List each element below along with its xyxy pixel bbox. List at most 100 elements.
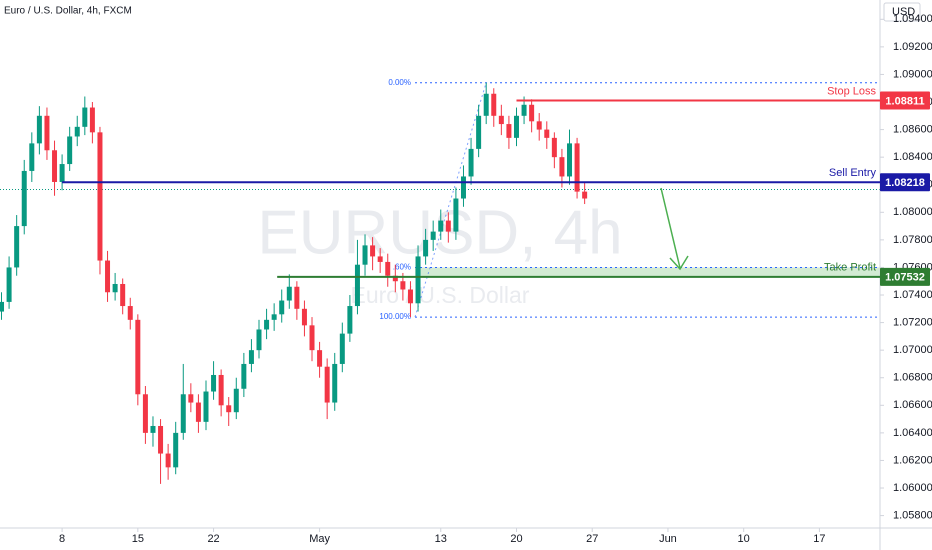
price-tag — [880, 91, 930, 110]
candle-body — [332, 363, 338, 403]
candle-body — [476, 115, 482, 149]
candle-body — [370, 245, 376, 257]
currency-button[interactable] — [883, 2, 921, 22]
y-tick-label: 1.08600 — [893, 123, 932, 135]
take-profit-zone — [415, 267, 880, 277]
candle-body — [430, 231, 436, 240]
x-tick-label: Jun — [659, 533, 677, 545]
candle-body — [317, 350, 323, 367]
x-tick-label: 15 — [132, 533, 144, 545]
y-tick-label: 1.05800 — [893, 509, 932, 521]
candle-body — [264, 319, 270, 330]
candle-body — [377, 256, 383, 262]
candle-body — [294, 286, 300, 309]
chart-title: Euro / U.S. Dollar, 4h, FXCM — [4, 6, 132, 17]
candle-body — [36, 115, 42, 144]
price-tag — [880, 173, 930, 192]
candle-body — [453, 198, 459, 232]
candle-body — [97, 132, 103, 261]
candle-body — [491, 93, 497, 116]
x-tick-label: 27 — [586, 533, 598, 545]
candle-body — [256, 329, 262, 351]
candle-body — [195, 402, 201, 422]
fib-label: 100.00% — [379, 312, 411, 321]
candle-body — [173, 432, 179, 468]
candle-body — [521, 104, 527, 116]
y-tick-label: 1.06400 — [893, 427, 932, 439]
candle-body — [142, 394, 148, 433]
candle-body — [105, 260, 111, 293]
candle-body — [44, 115, 50, 151]
candle-body — [241, 363, 247, 389]
candle-body — [0, 301, 5, 312]
candle-body — [468, 148, 474, 177]
candle-body — [309, 325, 315, 351]
y-tick-label: 1.09200 — [893, 41, 932, 53]
x-tick-label: 17 — [813, 533, 825, 545]
candle-body — [135, 319, 141, 395]
plot-area: 0.00% .60% 100.00% — [0, 78, 880, 484]
candle-body — [29, 143, 35, 171]
y-tick-label: 1.08000 — [893, 206, 932, 218]
x-tick-label: 10 — [738, 533, 750, 545]
candle-body — [89, 107, 95, 133]
candle-body — [339, 333, 345, 364]
candle-body — [6, 267, 12, 302]
candle-body — [529, 104, 535, 122]
candle-body — [52, 150, 58, 182]
candle-body — [14, 226, 20, 268]
y-tick-label: 1.09000 — [893, 68, 932, 80]
y-tick-label: 1.07200 — [893, 316, 932, 328]
level-label: Stop Loss — [827, 85, 876, 97]
candle-body — [445, 220, 451, 232]
level-label: Sell Entry — [829, 167, 877, 179]
candle-body — [82, 107, 88, 127]
y-tick-label: 1.06800 — [893, 372, 932, 384]
candle-body — [559, 157, 565, 177]
y-tick-label: 1.08400 — [893, 151, 932, 163]
candle-body — [506, 124, 512, 138]
candle-body — [513, 115, 519, 138]
candle-body — [407, 289, 413, 304]
candle-body — [551, 137, 557, 158]
price-tag — [880, 267, 930, 286]
y-tick-label: 1.09400 — [893, 13, 932, 25]
candle-body — [120, 283, 126, 307]
price-tag-label: 1.08218 — [885, 177, 925, 189]
candle-body — [74, 126, 80, 137]
y-tick-label: 1.06600 — [893, 399, 932, 411]
candle-body — [279, 300, 285, 315]
candle-body — [362, 245, 368, 265]
candle-body — [567, 143, 572, 177]
level-label: Take Profit — [824, 262, 876, 274]
candle-body — [536, 121, 542, 130]
candle-body — [483, 93, 489, 116]
candle-body — [150, 425, 156, 433]
candle-body — [127, 306, 133, 320]
candle-body — [67, 136, 73, 165]
y-tick-label: 1.06200 — [893, 454, 932, 466]
candle-body — [271, 314, 277, 320]
candle-body — [21, 170, 27, 227]
candle-body — [233, 388, 239, 413]
candle-body — [180, 394, 186, 433]
candle-body — [544, 129, 550, 138]
candle-body — [188, 394, 194, 403]
x-tick-label: May — [309, 533, 330, 545]
candle-body — [385, 261, 391, 276]
candle-body — [324, 366, 330, 403]
y-tick-label: 1.07800 — [893, 234, 932, 246]
candle-body — [354, 264, 360, 307]
y-tick-label: 1.07400 — [893, 289, 932, 301]
candle-body — [59, 164, 65, 182]
candle-body — [574, 143, 580, 192]
price-tag-label: 1.07532 — [885, 272, 925, 284]
currency: USD — [892, 6, 915, 18]
candle-body — [423, 239, 429, 257]
candle-body — [203, 391, 209, 422]
fib-label: 0.00% — [388, 78, 411, 87]
candle-body — [211, 374, 217, 392]
candle-body — [415, 256, 421, 304]
candle-body — [226, 405, 232, 413]
